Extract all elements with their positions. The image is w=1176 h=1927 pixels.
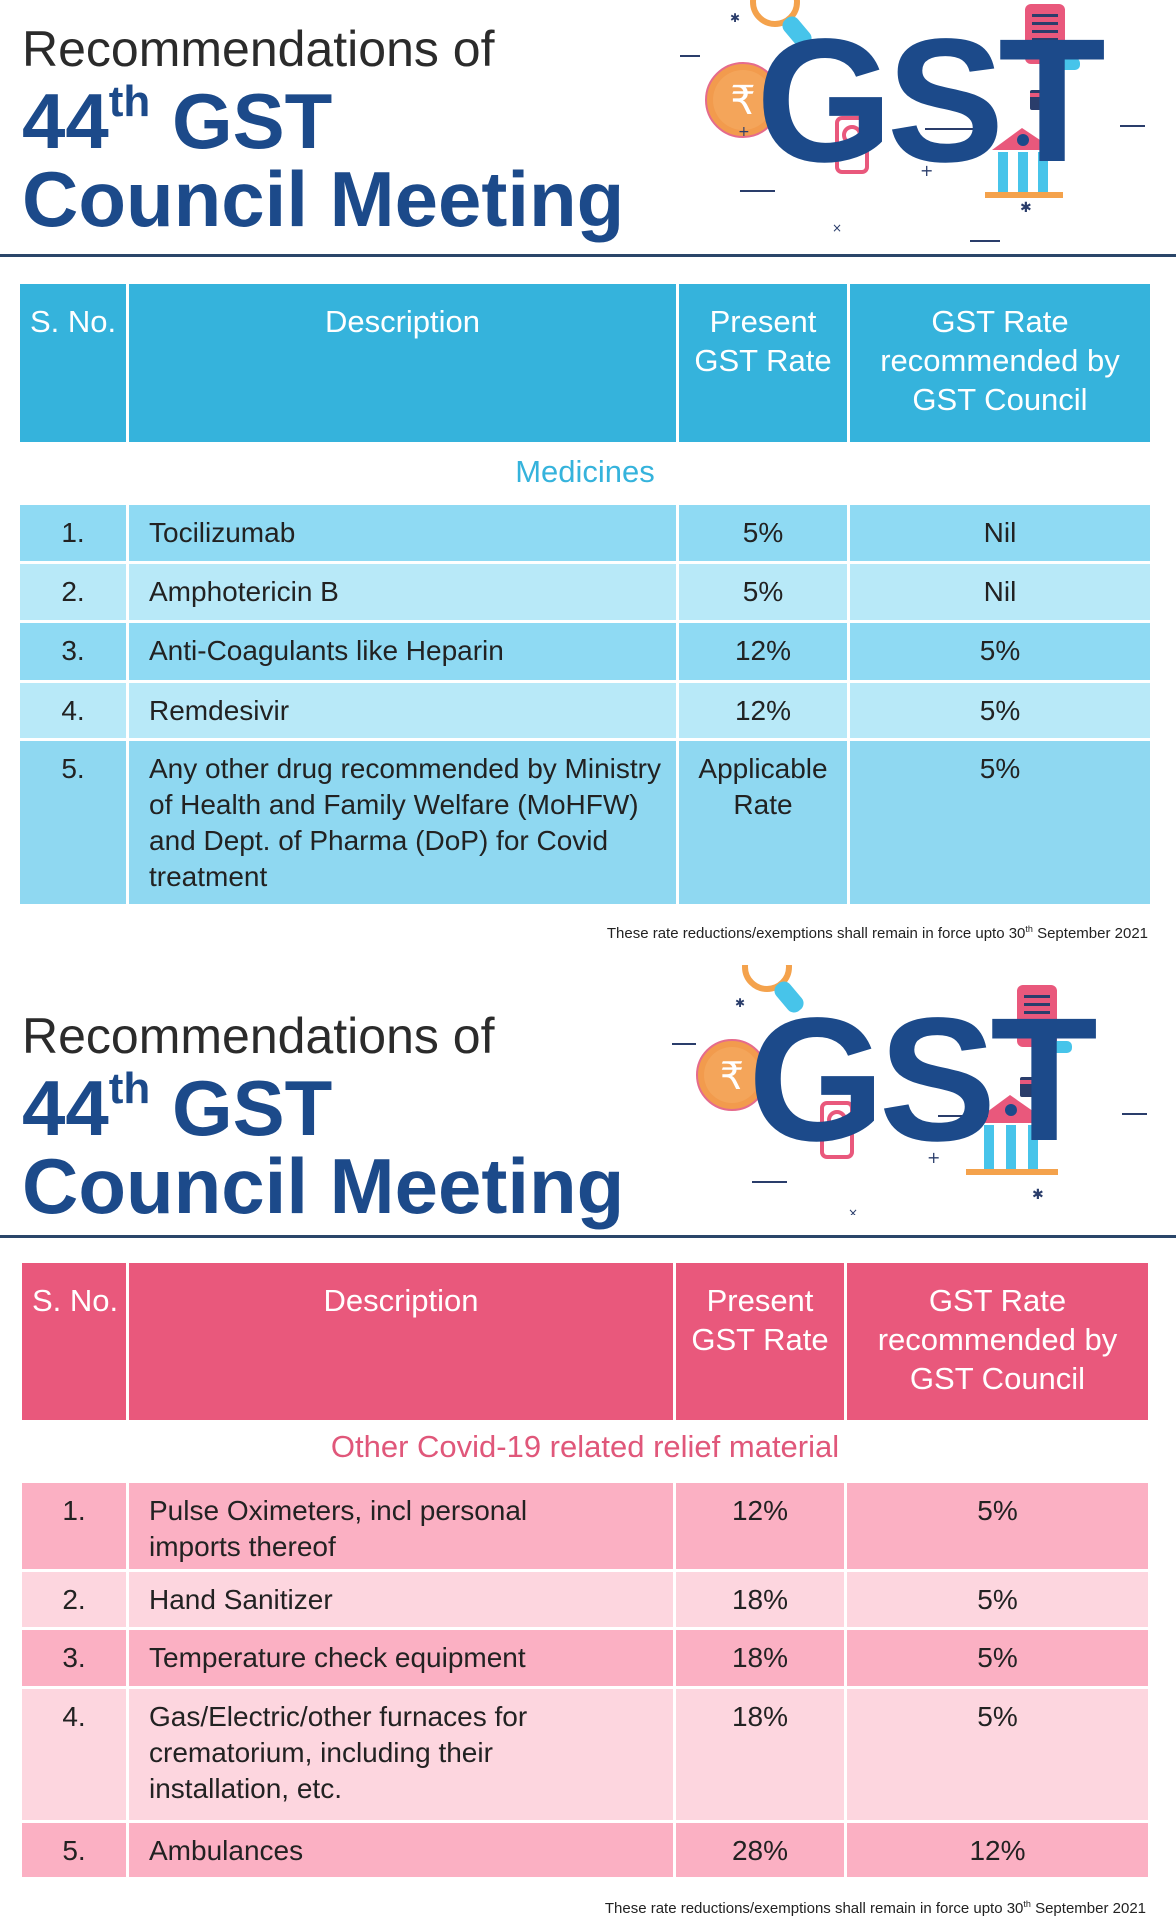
- title-line3: Council Meeting: [22, 155, 625, 243]
- row-recommended-rate: 5%: [847, 1630, 1148, 1686]
- row-present-rate: 12%: [679, 683, 847, 738]
- gst-illustration-icon: ₹ × + + ✱ ✱: [672, 965, 1147, 1215]
- row-present-rate: 28%: [676, 1823, 844, 1877]
- ordinal-suffix: th: [108, 1064, 151, 1113]
- column-header-sno: S. No.: [22, 1263, 126, 1420]
- gst-logo-illustration: ₹ × + + ✱ ✱ GS: [672, 965, 1152, 1215]
- row-description: Ambulances: [129, 1823, 673, 1877]
- row-present-rate: 12%: [679, 623, 847, 680]
- relief-material-section: Recommendations of 44th GST Council Meet…: [0, 965, 1176, 1927]
- header-divider: [0, 254, 1176, 257]
- column-header-recommended-rate: GST Rate recommended by GST Council: [847, 1263, 1148, 1420]
- svg-text:×: ×: [832, 221, 842, 235]
- row-sno: 4.: [22, 1689, 126, 1820]
- medicines-section: Recommendations of 44th GST Council Meet…: [0, 0, 1176, 942]
- gst-logo-text: GST: [756, 3, 1106, 199]
- row-sno: 3.: [22, 1630, 126, 1686]
- row-description: Amphotericin B: [129, 564, 676, 620]
- row-recommended-rate: 5%: [847, 1689, 1148, 1820]
- title-line1: Recommendations of: [22, 21, 495, 77]
- footnote-text: These rate reductions/exemptions shall r…: [604, 1900, 1024, 1917]
- svg-text:+: +: [927, 1148, 940, 1167]
- svg-text:₹: ₹: [730, 78, 755, 124]
- svg-text:✱: ✱: [1020, 200, 1032, 216]
- title-line2: 44th GST: [22, 80, 624, 161]
- footnote-sup: th: [1025, 924, 1033, 934]
- column-header-present-rate: Present GST Rate: [679, 284, 847, 442]
- row-recommended-rate: 5%: [847, 1483, 1148, 1569]
- title-gst: GST: [171, 1064, 333, 1152]
- row-sno: 3.: [20, 623, 126, 680]
- footnote-sup: th: [1023, 1899, 1031, 1909]
- column-header-description: Description: [129, 1263, 673, 1420]
- row-present-rate: 18%: [676, 1630, 844, 1686]
- row-recommended-rate: 5%: [850, 741, 1150, 904]
- row-description: Temperature check equipment: [129, 1630, 673, 1686]
- meeting-number: 44: [22, 1064, 109, 1152]
- svg-text:+: +: [738, 124, 750, 140]
- row-description: Gas/Electric/other furnaces for cremator…: [129, 1689, 673, 1820]
- page-title: Recommendations of 44th GST Council Meet…: [22, 1007, 624, 1225]
- gst-logo-text: GST: [748, 982, 1098, 1178]
- row-recommended-rate: 5%: [847, 1572, 1148, 1627]
- row-present-rate: 5%: [679, 564, 847, 620]
- row-present-rate: 18%: [676, 1572, 844, 1627]
- row-sno: 2.: [22, 1572, 126, 1627]
- footnote-text: These rate reductions/exemptions shall r…: [606, 925, 1026, 942]
- category-label: Other Covid-19 related relief material: [330, 1429, 840, 1464]
- ordinal-suffix: th: [108, 77, 151, 126]
- gst-illustration-icon: ₹ × +: [680, 0, 1145, 242]
- row-recommended-rate: 5%: [850, 683, 1150, 738]
- row-description: Tocilizumab: [129, 505, 676, 561]
- svg-text:✱: ✱: [735, 996, 745, 1010]
- row-recommended-rate: 12%: [847, 1823, 1148, 1877]
- row-present-rate: Applicable Rate: [679, 741, 847, 904]
- row-recommended-rate: Nil: [850, 564, 1150, 620]
- page-title: Recommendations of 44th GST Council Meet…: [22, 20, 624, 238]
- svg-text:✱: ✱: [1032, 1187, 1044, 1203]
- row-description: Hand Sanitizer: [129, 1572, 673, 1627]
- category-label: Medicines: [515, 454, 655, 489]
- row-sno: 5.: [22, 1823, 126, 1877]
- column-header-sno: S. No.: [20, 284, 126, 442]
- title-line3: Council Meeting: [22, 1142, 625, 1230]
- row-present-rate: 18%: [676, 1689, 844, 1820]
- svg-text:₹: ₹: [720, 1054, 744, 1098]
- svg-text:×: ×: [848, 1206, 858, 1215]
- row-sno: 1.: [20, 505, 126, 561]
- title-gst: GST: [171, 77, 333, 165]
- row-recommended-rate: 5%: [850, 623, 1150, 680]
- column-header-description: Description: [129, 284, 676, 442]
- svg-text:✱: ✱: [730, 11, 740, 25]
- footnote-tail: September 2021: [1030, 1900, 1146, 1917]
- validity-footnote: These rate reductions/exemptions shall r…: [605, 1899, 1146, 1917]
- meeting-number: 44: [22, 77, 109, 165]
- row-present-rate: 12%: [676, 1483, 844, 1569]
- row-description: Pulse Oximeters, incl personal imports t…: [129, 1483, 673, 1569]
- title-line1: Recommendations of: [22, 1008, 495, 1064]
- column-header-present-rate: Present GST Rate: [676, 1263, 844, 1420]
- header-divider: [0, 1235, 1176, 1238]
- validity-footnote: These rate reductions/exemptions shall r…: [607, 924, 1148, 942]
- svg-text:+: +: [767, 1111, 779, 1127]
- row-description: Anti-Coagulants like Heparin: [129, 623, 676, 680]
- row-present-rate: 5%: [679, 505, 847, 561]
- row-sno: 1.: [22, 1483, 126, 1569]
- footnote-tail: September 2021: [1032, 925, 1148, 942]
- row-sno: 2.: [20, 564, 126, 620]
- row-sno: 4.: [20, 683, 126, 738]
- column-header-recommended-rate: GST Rate recommended by GST Council: [850, 284, 1150, 442]
- row-description: Any other drug recommended by Ministry o…: [129, 741, 676, 904]
- gst-logo-illustration: ₹ × +: [680, 0, 1160, 250]
- title-line2: 44th GST: [22, 1067, 624, 1148]
- row-description: Remdesivir: [129, 683, 676, 738]
- svg-text:+: +: [920, 161, 933, 180]
- row-recommended-rate: Nil: [850, 505, 1150, 561]
- row-sno: 5.: [20, 741, 126, 904]
